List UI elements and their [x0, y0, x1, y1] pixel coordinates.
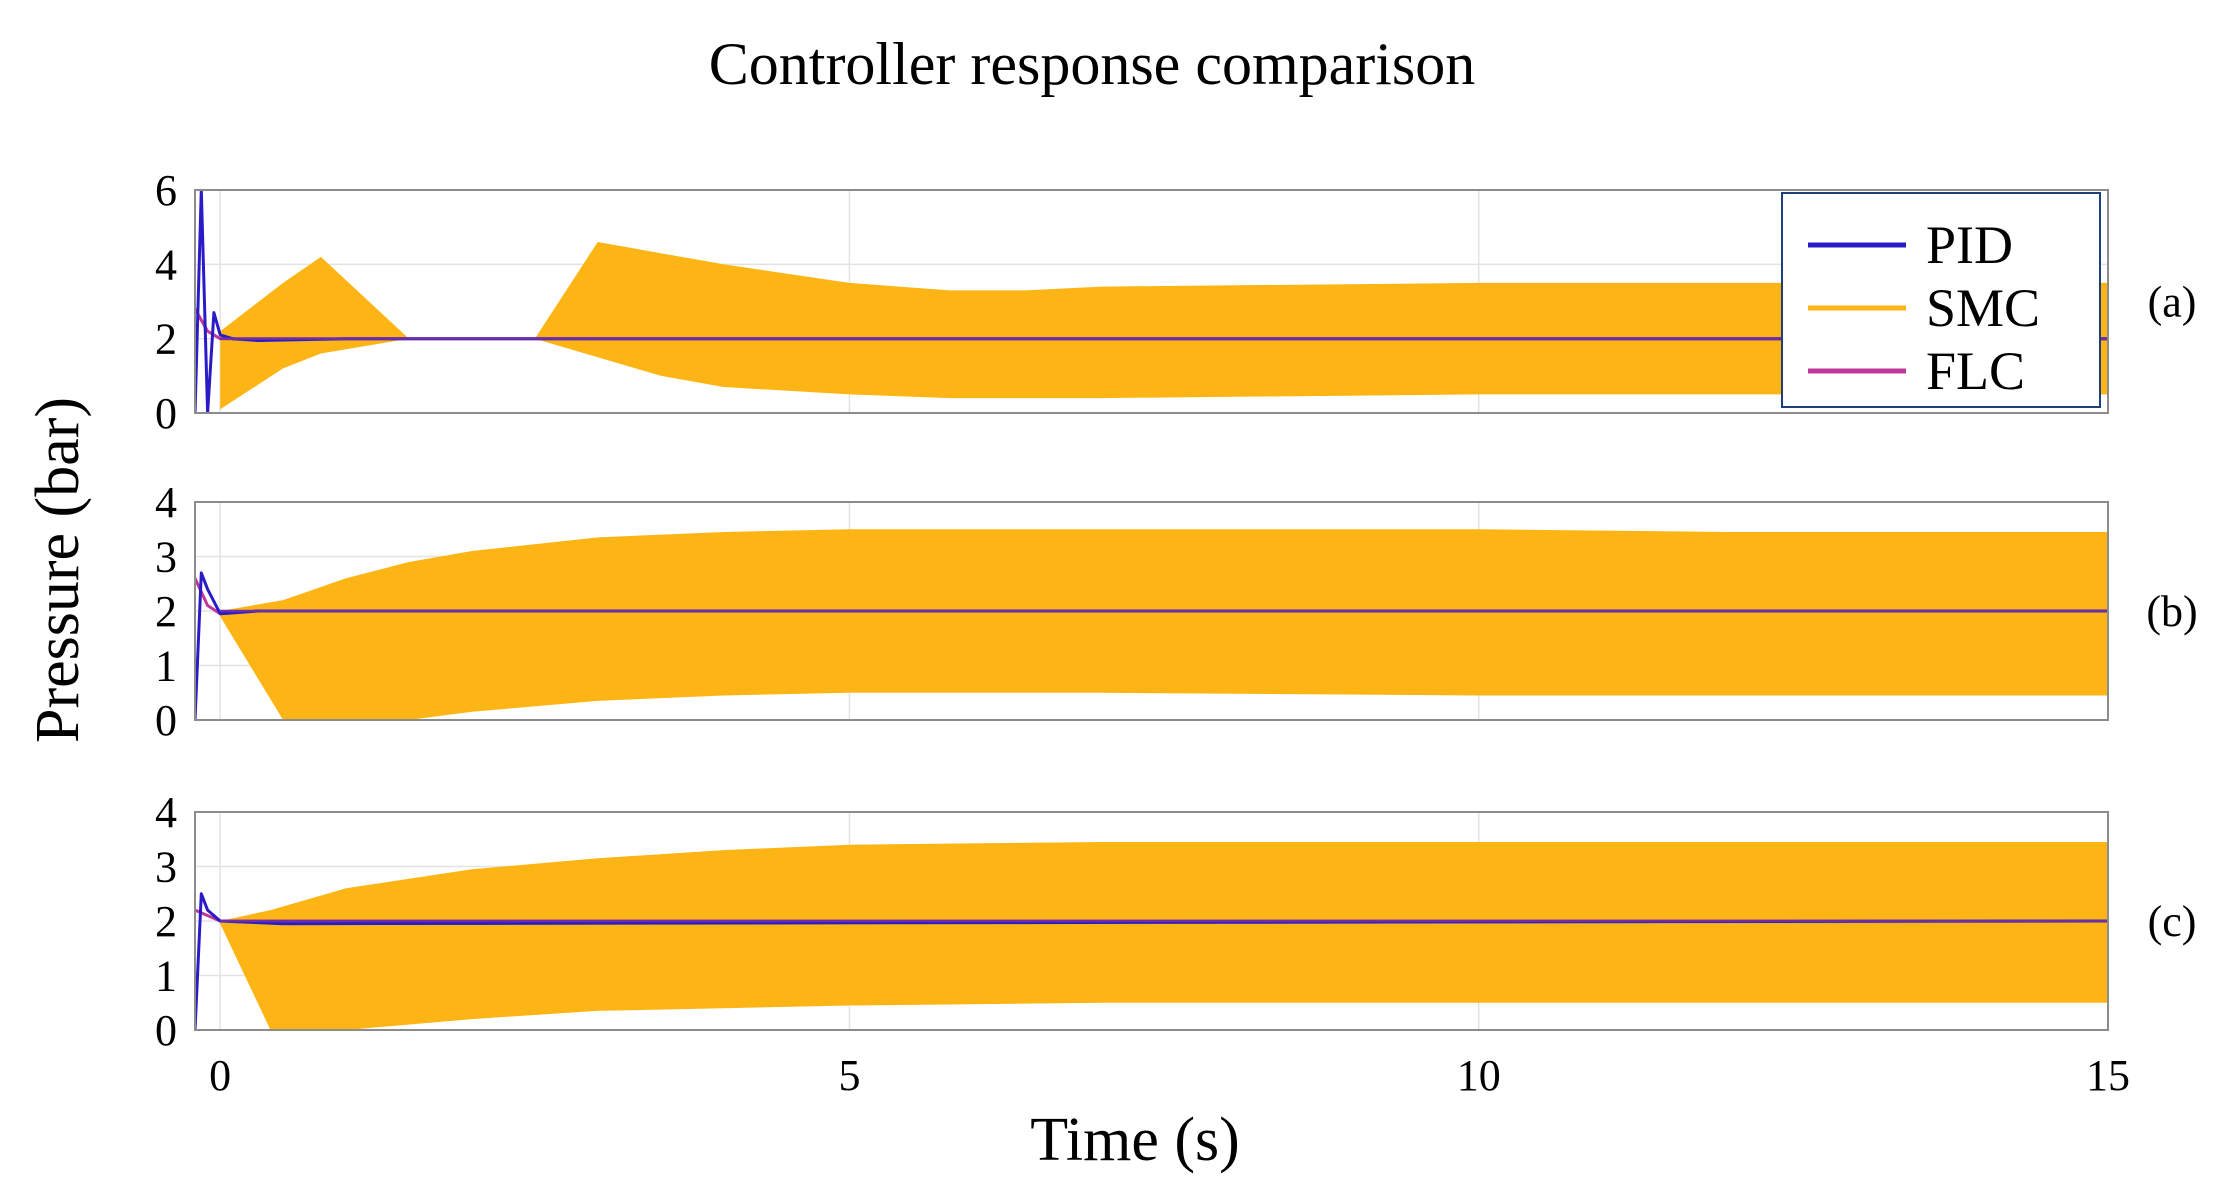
- plot-area: [195, 529, 2108, 720]
- axes-frame: [194, 501, 2109, 721]
- legend-label-flc: FLC: [1926, 341, 2025, 401]
- x-tick-label: 5: [838, 1051, 860, 1100]
- y-tick-label: 4: [155, 240, 177, 289]
- legend-label-pid: PID: [1926, 215, 2013, 275]
- smc-envelope: [220, 529, 2108, 720]
- y-tick-label: 3: [155, 533, 177, 582]
- x-tick-label: 10: [1457, 1051, 1501, 1100]
- y-tick-label: 0: [155, 389, 177, 438]
- y-tick-label: 3: [155, 843, 177, 892]
- smc-envelope: [220, 842, 2108, 1030]
- y-tick-label: 2: [155, 587, 177, 636]
- pid-line: [195, 892, 2108, 1030]
- panel-label: (b): [2146, 587, 2197, 636]
- panel-label: (a): [2148, 278, 2197, 327]
- panel-label: (c): [2148, 897, 2197, 946]
- smc-envelope: [220, 242, 2108, 410]
- x-tick-label: 15: [2086, 1051, 2130, 1100]
- y-tick-label: 4: [155, 788, 177, 837]
- legend-label-smc: SMC: [1926, 278, 2040, 338]
- panel-b: 0 1 2 3 4 (b): [155, 478, 2198, 745]
- y-tick-label: 4: [155, 478, 177, 527]
- y-tick-label: 0: [155, 696, 177, 745]
- x-tick-label: 0: [209, 1051, 231, 1100]
- y-tick-label: 1: [155, 642, 177, 691]
- y-tick-label: 2: [155, 897, 177, 946]
- plot-area: [195, 841, 2108, 1030]
- axes-frame: [194, 811, 2109, 1031]
- y-tick-label: 1: [155, 952, 177, 1001]
- y-tick-label: 2: [155, 315, 177, 364]
- axes-frame: [194, 189, 2109, 414]
- y-tick-label: 0: [155, 1006, 177, 1055]
- x-axis-label: Time (s): [1030, 1106, 1240, 1174]
- chart-title: Controller response comparison: [709, 31, 1476, 97]
- y-tick-label: 6: [155, 166, 177, 215]
- panel-c: 0 1 2 3 4 (c): [155, 788, 2196, 1055]
- y-axis-label: Pressure (bar): [24, 397, 92, 743]
